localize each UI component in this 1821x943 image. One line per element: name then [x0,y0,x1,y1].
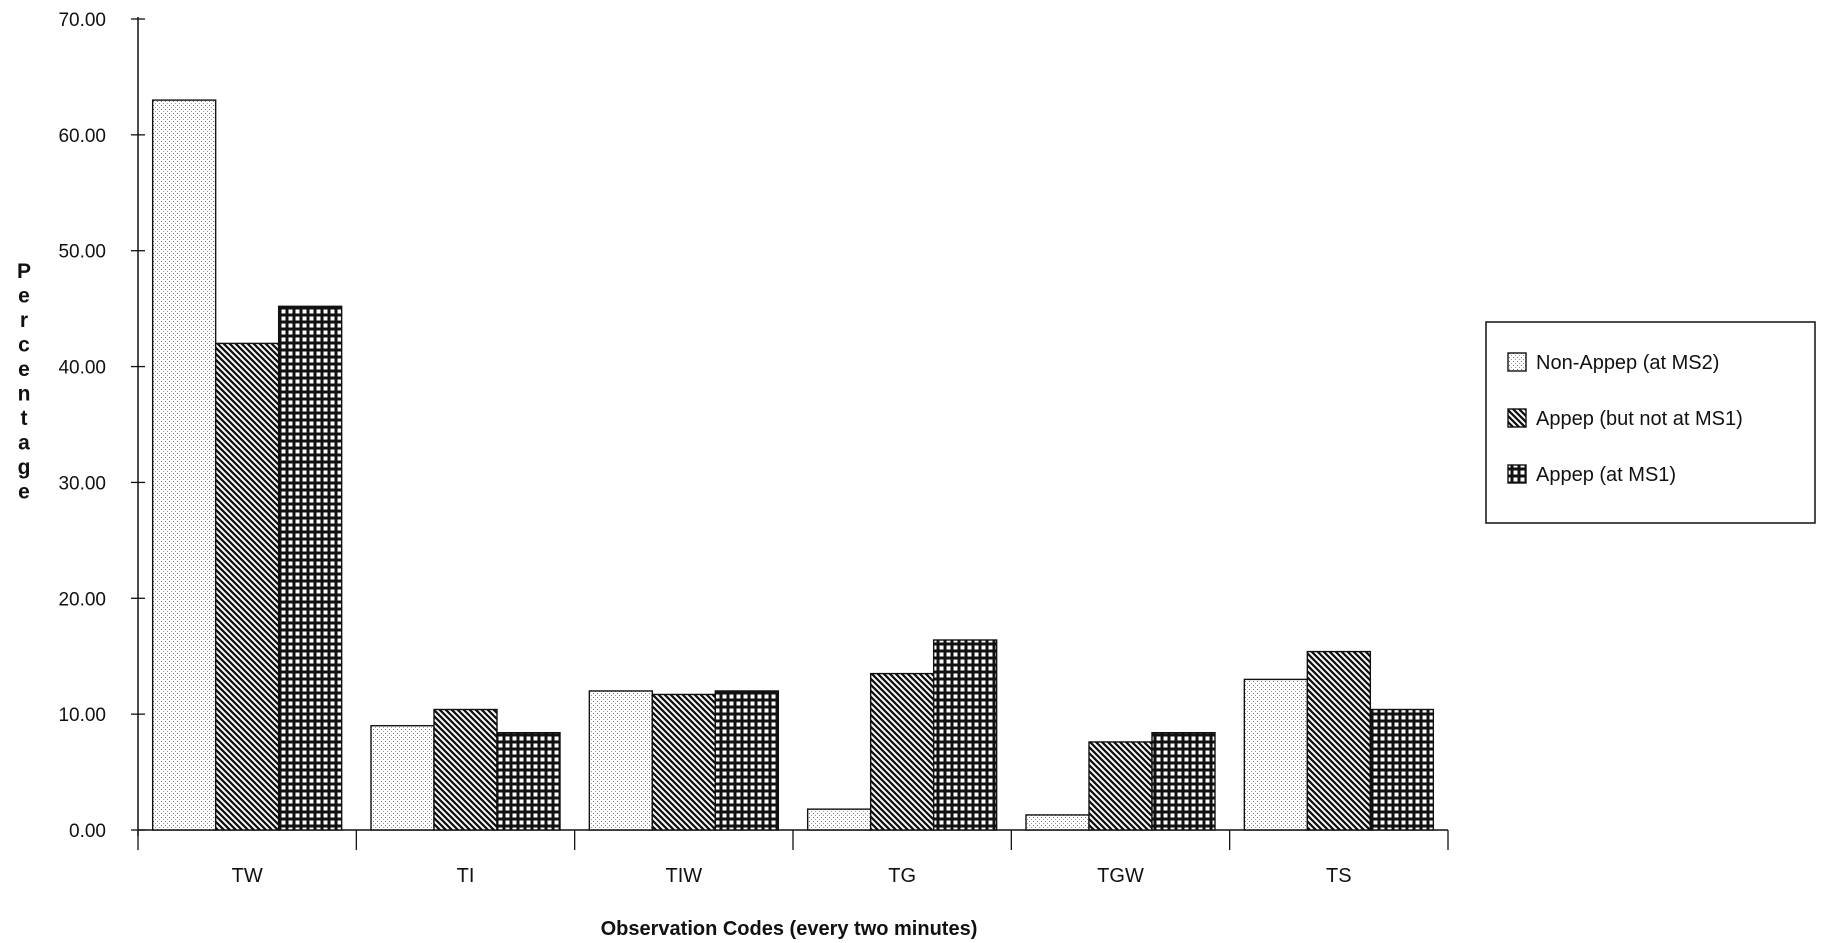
axis-labels: 0.00 10.00 20.00 30.00 40.00 50.00 60.00 70.00 T… [17,10,1352,940]
bar-ti-series-1 [370,725,435,831]
y-tick-label: 10.00 [58,705,106,726]
bar-tw-series-1 [151,99,217,831]
bar-tg-series-2 [869,672,935,831]
bars [151,99,1435,831]
legend-swatch-2 [1507,408,1527,428]
axes [131,17,1449,850]
bar-tiw-series-3 [714,690,780,831]
bar-ti-series-2 [433,708,498,831]
y-tick-label: 30.00 [58,473,106,494]
x-tick-label: TS [1326,865,1352,887]
bar-tgw-series-1 [1025,814,1090,831]
legend-swatch-3 [1507,464,1527,484]
bar-tiw-series-2 [651,693,717,831]
bar-tgw-series-3 [1151,731,1216,831]
y-tick-label: 0.00 [69,821,106,842]
legend: Non-Appep (at MS2) Appep (but not at MS1)… [1485,321,1816,524]
y-tick-label: 60.00 [58,126,106,147]
bar-ts-series-1 [1243,678,1309,831]
x-tick-label: TGW [1097,865,1144,887]
legend-swatch-1 [1507,352,1527,372]
legend-label-1: Non-Appep (at MS2) [1536,352,1719,374]
legend-box [1485,321,1816,524]
x-tick-label: TG [888,865,916,887]
x-axis-title: Observation Codes (every two minutes) [601,918,978,940]
legend-label-3: Appep (at MS1) [1536,464,1676,486]
bar-tiw-series-1 [588,690,654,831]
bar-tg-series-3 [932,639,998,831]
y-tick-label: 40.00 [58,358,106,379]
legend-label-2: Appep (but not at MS1) [1536,408,1743,430]
bar-tw-series-2 [214,342,280,831]
bar-tgw-series-2 [1088,741,1153,831]
x-tick-label: TW [232,865,263,887]
y-tick-label: 50.00 [58,242,106,263]
bar-tg-series-1 [806,808,872,831]
y-tick-label: 20.00 [58,589,106,610]
x-tick-label: TIW [666,865,703,887]
x-tick-label: TI [457,865,475,887]
bar-ti-series-3 [496,731,561,831]
bar-ts-series-3 [1369,708,1435,831]
y-tick-label: 70.00 [58,10,106,31]
bar-ts-series-2 [1306,650,1372,831]
bar-tw-series-3 [277,305,343,831]
